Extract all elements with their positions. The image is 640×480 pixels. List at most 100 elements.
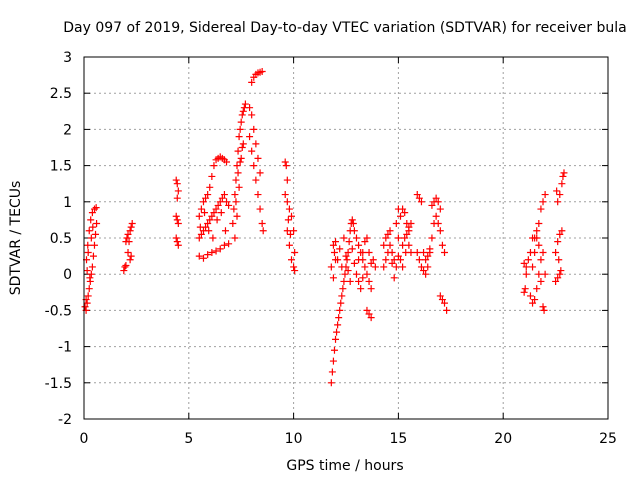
data-point [81,303,89,311]
data-point [399,241,407,249]
data-point [225,240,233,248]
data-point [327,263,335,271]
data-point [199,254,207,262]
data-point [555,256,563,264]
data-point [223,198,231,206]
data-point [529,299,537,307]
data-point [238,111,246,119]
data-point [250,125,258,133]
data-point [332,238,340,246]
data-point [539,198,547,206]
data-point [235,133,243,141]
data-point [355,277,363,285]
data-point [248,111,256,119]
data-point [88,209,96,217]
data-point [556,230,564,238]
data-point [281,191,289,199]
data-point [213,216,221,224]
data-point [390,256,398,264]
data-point [124,230,132,238]
data-point [558,180,566,188]
data-point [248,78,256,86]
data-point [361,263,369,271]
data-point [436,292,444,300]
data-point [392,263,400,271]
data-point [195,212,203,220]
data-point [220,241,228,249]
data-point [333,328,341,336]
data-point [291,248,299,256]
data-point [355,241,363,249]
data-point [428,201,436,209]
data-point [199,198,207,206]
y-tick-label: 2.5 [50,86,72,102]
data-point [557,267,565,275]
y-tick-label: 1.5 [50,159,72,175]
data-point [86,274,94,282]
data-point [554,274,562,282]
data-point [432,212,440,220]
data-point [352,270,360,278]
data-point [225,201,233,209]
data-point [344,248,352,256]
data-point [344,267,352,275]
data-point [345,238,353,246]
data-point [340,277,348,285]
data-point [420,248,428,256]
data-point [367,259,375,267]
data-point [173,194,181,202]
data-point [204,191,212,199]
data-point [396,256,404,264]
data-point [290,263,298,271]
data-point [531,296,539,304]
data-point [329,274,337,282]
data-point [89,252,97,260]
data-point [288,256,296,264]
data-point [537,256,545,264]
data-point [441,299,449,307]
data-point [552,277,560,285]
data-point [394,234,402,242]
data-point [342,252,350,260]
chart-title: Day 097 of 2019, Sidereal Day-to-day VTE… [63,20,626,36]
data-point [233,162,241,170]
data-point [236,125,244,133]
data-point [259,227,267,235]
data-point [237,118,245,126]
data-point [195,252,203,260]
data-point [206,216,214,224]
data-point [246,133,254,141]
data-point [231,234,239,242]
data-point [173,180,181,188]
data-point [359,274,367,282]
data-point [405,241,413,249]
data-point [87,270,95,278]
data-point [422,256,430,264]
data-point [521,285,529,293]
data-point [365,277,373,285]
x-tick-label: 25 [599,431,617,447]
y-tick-label: -1.5 [45,376,72,392]
data-point [367,285,375,293]
data-point [349,220,357,228]
data-point [172,234,180,242]
data-point [120,267,128,275]
data-point [348,245,356,253]
data-point [405,223,413,231]
data-point [89,223,97,231]
data-point [365,248,373,256]
data-point [122,262,130,270]
data-point [415,256,423,264]
data-point [205,227,213,235]
data-point [553,187,561,195]
data-point [217,209,225,217]
data-point [84,241,92,249]
data-point [340,234,348,242]
x-tick-label: 5 [184,431,193,447]
data-point [384,248,392,256]
data-point [336,245,344,253]
data-point [399,263,407,271]
data-point [335,314,343,322]
data-point [413,248,421,256]
data-point [365,310,373,318]
